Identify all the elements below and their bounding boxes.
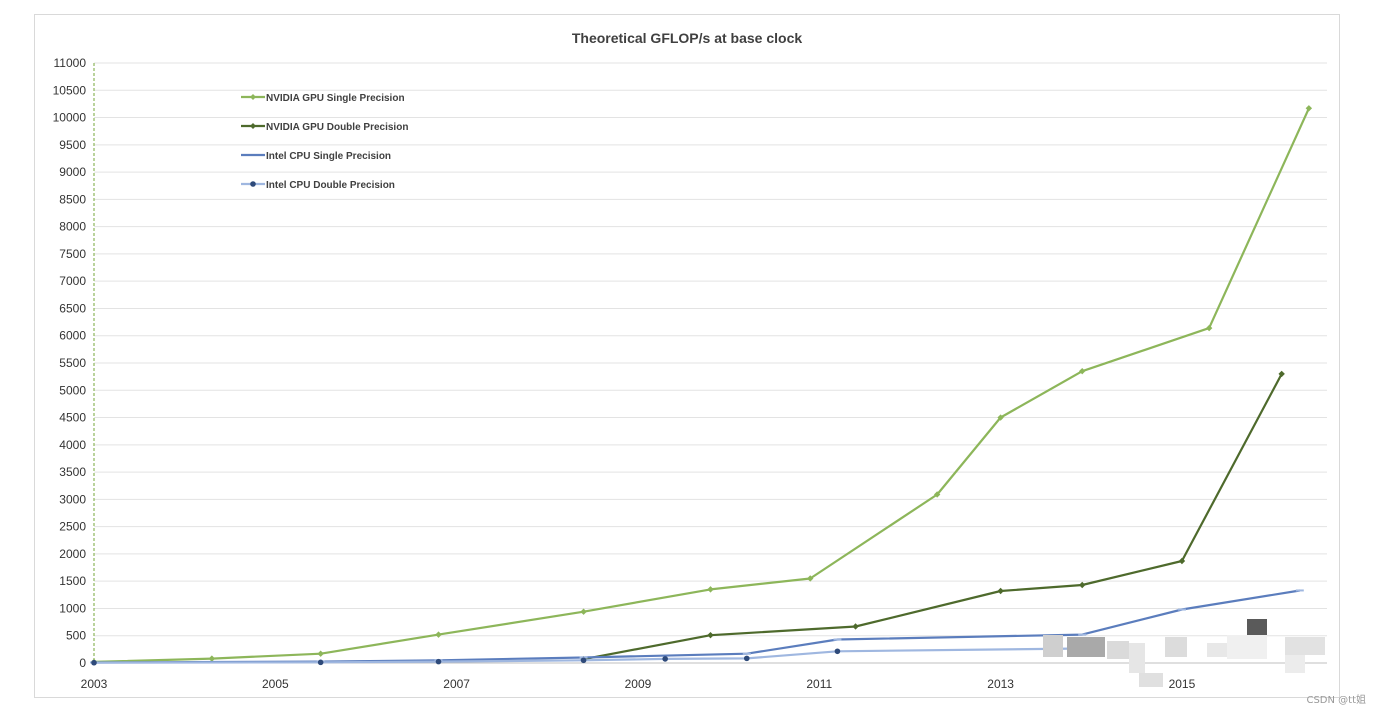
data-point	[1079, 581, 1086, 589]
legend-label: NVIDIA GPU Double Precision	[266, 122, 408, 133]
chart-frame: Theoretical GFLOP/s at base clock 0 500 10…	[34, 14, 1340, 698]
chart-title: Theoretical GFLOP/s at base clock	[572, 30, 803, 46]
data-point	[1178, 557, 1186, 565]
y-tick-label: 10000	[53, 111, 87, 125]
legend-label: NVIDIA GPU Single Precision	[266, 93, 405, 104]
data-point	[91, 659, 97, 666]
data-point	[1079, 367, 1086, 375]
data-point	[1278, 370, 1285, 378]
y-tick-label: 6000	[59, 329, 86, 343]
data-point	[997, 587, 1004, 595]
series-line	[93, 107, 1310, 663]
blur-block	[1285, 637, 1325, 655]
data-point	[997, 414, 1004, 421]
obscured-region	[1043, 619, 1325, 687]
series-lines	[90, 105, 1313, 666]
data-point	[743, 655, 750, 662]
y-tick-label: 500	[66, 629, 86, 643]
x-tick-label: 2015	[1169, 677, 1196, 691]
data-point	[208, 655, 216, 662]
data-point	[852, 623, 859, 630]
legend-label: Intel CPU Single Precision	[266, 151, 391, 162]
y-tick-label: 1500	[59, 574, 86, 588]
x-axis-tick-labels: 2003 2005 2007 2009 2011 2013 2015	[81, 677, 1196, 691]
legend-marker	[250, 94, 256, 100]
x-tick-label: 2007	[443, 677, 470, 691]
y-tick-label: 4500	[59, 411, 86, 425]
y-tick-label: 3000	[59, 492, 86, 506]
data-point	[435, 631, 442, 638]
blur-block	[1043, 635, 1063, 657]
series-line	[93, 647, 1083, 664]
blur-block	[1227, 635, 1267, 659]
legend: NVIDIA GPU Single Precision NVIDIA GPU Do…	[241, 93, 408, 191]
y-tick-label: 5000	[59, 383, 86, 397]
y-tick-label: 5500	[59, 356, 86, 370]
y-tick-label: 2000	[59, 547, 86, 561]
blur-block	[1067, 637, 1105, 657]
y-tick-label: 9500	[59, 138, 86, 152]
y-tick-label: 8500	[59, 192, 86, 206]
data-point	[707, 586, 714, 593]
y-tick-label: 7000	[59, 274, 86, 288]
gridlines	[94, 62, 1327, 637]
series-line	[583, 373, 1283, 661]
legend-marker	[250, 123, 256, 129]
y-tick-label: 3500	[59, 465, 86, 479]
legend-marker	[250, 181, 256, 187]
y-tick-label: 6500	[59, 301, 86, 315]
legend-label: Intel CPU Double Precision	[266, 180, 395, 191]
x-tick-label: 2013	[987, 677, 1014, 691]
data-point	[707, 631, 714, 639]
data-point	[1305, 105, 1313, 112]
y-tick-label: 8000	[59, 220, 86, 234]
blur-block	[1107, 641, 1129, 659]
blur-block	[1165, 637, 1187, 657]
y-tick-label: 1000	[59, 601, 86, 615]
y-tick-label: 9000	[59, 165, 86, 179]
data-point	[662, 656, 668, 662]
y-tick-label: 4000	[59, 438, 86, 452]
y-axis-tick-labels: 0 500 1000 1500 2000 2500 3000 3500 4000 4500 5000…	[53, 56, 87, 670]
y-tick-label: 7500	[59, 247, 86, 261]
x-tick-label: 2003	[81, 677, 108, 691]
data-point	[834, 648, 841, 655]
blur-block	[1207, 643, 1227, 657]
data-point	[807, 575, 814, 582]
data-point	[1205, 324, 1213, 332]
data-point	[580, 608, 587, 615]
blur-block	[1129, 643, 1145, 673]
blur-block	[1139, 673, 1163, 687]
blur-block	[1285, 655, 1305, 673]
data-point	[933, 491, 941, 498]
data-point	[317, 659, 324, 666]
y-tick-label: 10500	[53, 83, 87, 97]
y-tick-label: 0	[79, 656, 86, 670]
y-tick-label: 2500	[59, 520, 86, 534]
x-tick-label: 2009	[625, 677, 652, 691]
chart: Theoretical GFLOP/s at base clock 0 500 10…	[53, 30, 1327, 691]
y-tick-label: 11000	[54, 56, 87, 70]
data-point	[317, 650, 324, 657]
x-tick-label: 2011	[806, 677, 832, 691]
watermark: CSDN @tt姐	[1306, 695, 1366, 706]
data-point	[580, 657, 587, 664]
data-point	[435, 658, 442, 665]
blur-block	[1247, 619, 1267, 635]
x-tick-label: 2005	[262, 677, 289, 691]
